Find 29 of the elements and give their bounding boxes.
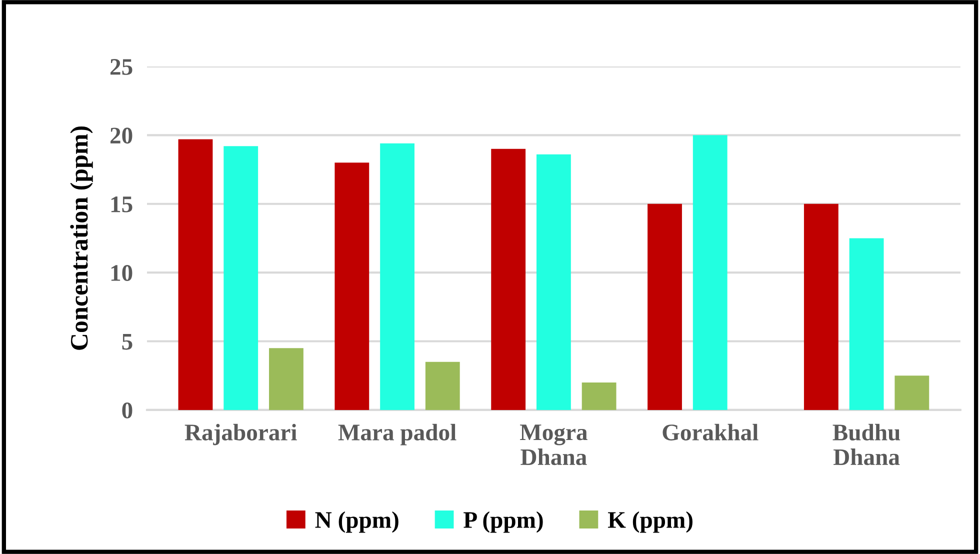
x-tick-label: Rajaborari [184,424,297,446]
bar [224,146,258,410]
y-tick-label: 0 [122,402,132,418]
y-axis-title: Concentration (ppm) [70,126,93,350]
y-tick-label: 20 [110,128,132,144]
bar [425,362,460,410]
y-tick-label: 5 [122,334,132,350]
bar [178,139,213,410]
bar [380,143,414,410]
bar [804,204,838,410]
x-tick-label: Budhu Dhana [832,424,900,466]
legend-label: K (ppm) [608,511,692,533]
legend-label: N (ppm) [315,511,398,533]
legend-label: P (ppm) [464,511,543,533]
x-tick-label: Gorakhal [662,424,758,440]
y-tick-label: 10 [111,265,132,281]
y-tick-label: 15 [111,196,132,212]
x-tick-label: Mogra Dhana [520,424,588,466]
bar [582,382,616,410]
y-tick-label: 25 [110,59,132,75]
bar [334,162,370,410]
bar [894,376,930,410]
bar [491,148,526,410]
x-tick-label: Mara padol [338,424,456,446]
bar [536,154,571,410]
bar [648,204,682,410]
bar [269,348,304,410]
bar [692,135,728,410]
bar [849,238,884,410]
